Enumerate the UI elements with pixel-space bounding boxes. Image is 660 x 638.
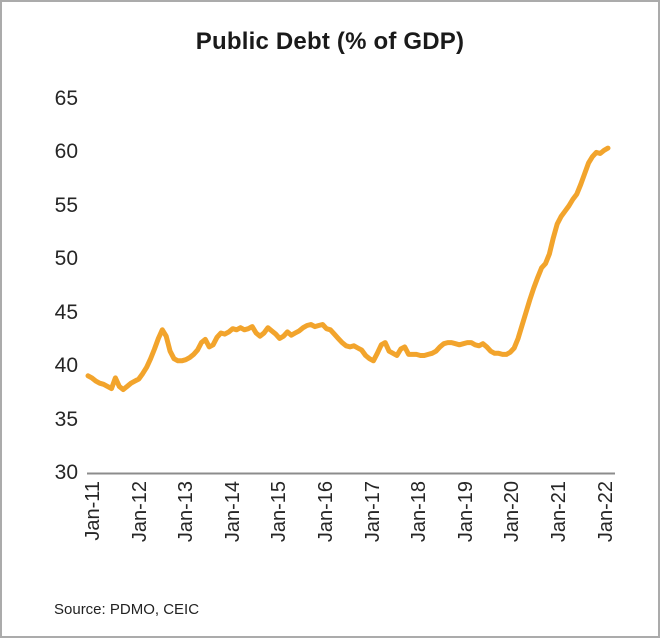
y-tick-label: 45 bbox=[54, 301, 78, 324]
public-debt-line-series bbox=[85, 145, 611, 393]
y-tick-label: 35 bbox=[54, 408, 78, 431]
chart-title: Public Debt (% of GDP) bbox=[195, 28, 465, 55]
x-tick-label: Jan-13 bbox=[175, 481, 197, 543]
x-tick-label: Jan-20 bbox=[501, 481, 523, 543]
y-tick-label: 40 bbox=[54, 354, 78, 377]
x-tick-label: Jan-14 bbox=[222, 481, 244, 543]
x-tick-label: Jan-18 bbox=[408, 481, 430, 543]
x-tick-label: Jan-17 bbox=[362, 481, 384, 543]
y-tick-label: 60 bbox=[54, 140, 78, 163]
y-tick-label: 30 bbox=[54, 461, 78, 484]
x-tick-label: Jan-22 bbox=[595, 481, 617, 543]
x-tick-label: Jan-15 bbox=[268, 481, 290, 543]
x-tick-label: Jan-11 bbox=[82, 481, 104, 541]
y-tick-label: 50 bbox=[54, 247, 78, 270]
x-tick-label: Jan-21 bbox=[548, 481, 570, 543]
y-tick-label: 65 bbox=[54, 87, 78, 110]
x-tick-label: Jan-19 bbox=[455, 481, 477, 543]
x-tick-label: Jan-12 bbox=[129, 481, 151, 543]
y-tick-label: 55 bbox=[54, 194, 78, 217]
source-note: Source: PDMO, CEIC bbox=[54, 601, 200, 618]
x-tick-label: Jan-16 bbox=[315, 481, 337, 543]
